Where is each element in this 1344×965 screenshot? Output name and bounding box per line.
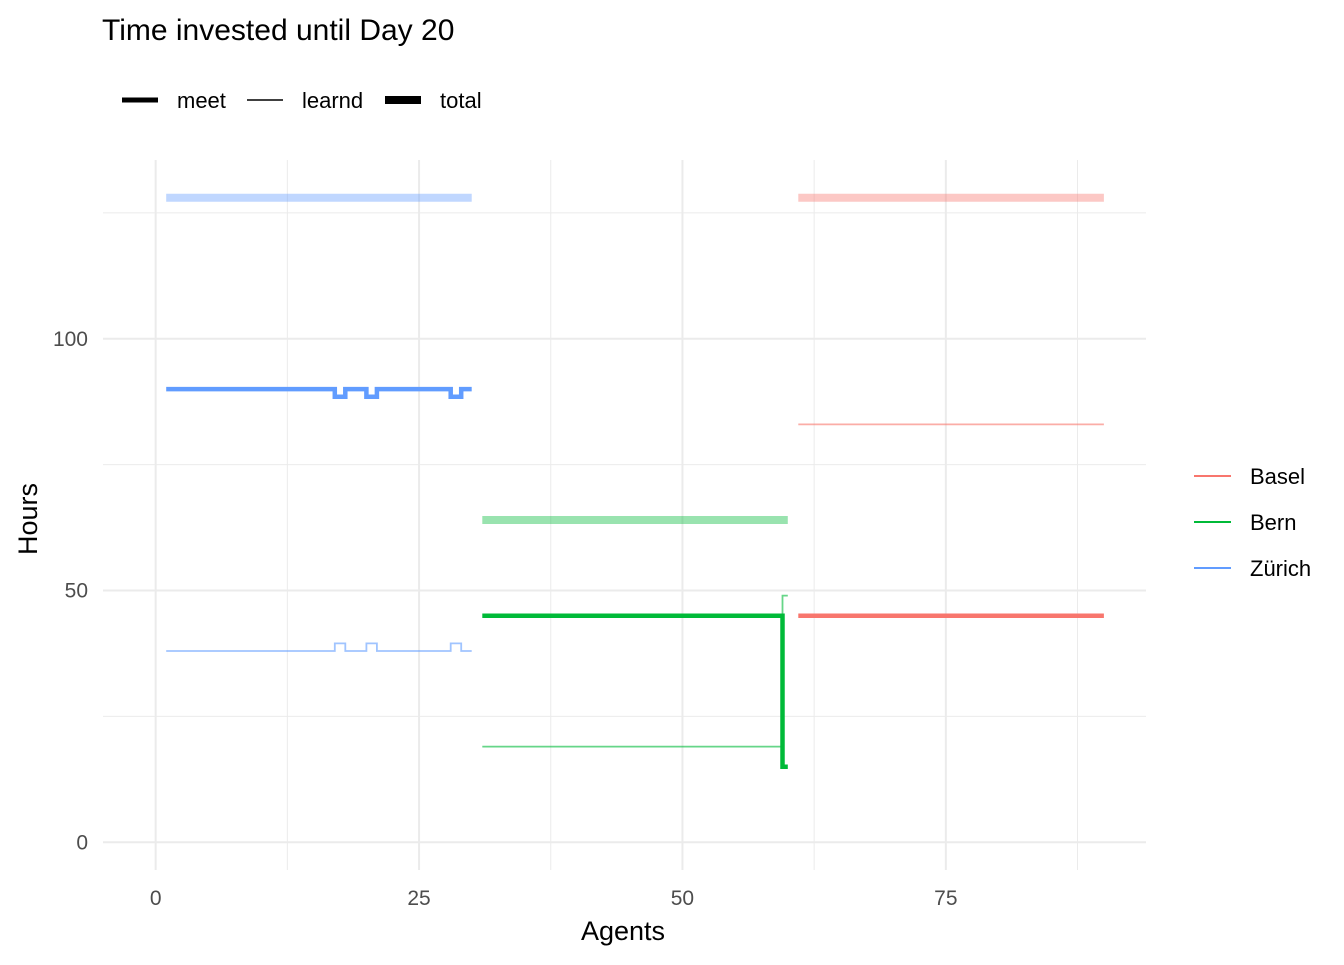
linetype-legend: meet learnd total bbox=[122, 88, 482, 113]
color-legend: Basel Bern Zürich bbox=[1194, 464, 1311, 581]
series-line-bern-meet bbox=[482, 613, 788, 770]
color-legend-item: Basel bbox=[1194, 464, 1305, 489]
x-axis-label: Agents bbox=[581, 916, 665, 946]
linetype-legend-item: learnd bbox=[247, 88, 363, 113]
color-legend-label: Zürich bbox=[1250, 556, 1311, 581]
series-line-zrich-learnd bbox=[166, 642, 472, 652]
linetype-legend-label: meet bbox=[177, 88, 226, 113]
x-tick-label: 0 bbox=[150, 887, 162, 910]
y-tick-label: 0 bbox=[76, 831, 88, 854]
x-axis-ticks: 0 25 50 75 bbox=[150, 887, 958, 910]
color-legend-item: Bern bbox=[1194, 510, 1296, 535]
y-axis-ticks: 0 50 100 bbox=[53, 328, 88, 855]
y-axis-label: Hours bbox=[13, 483, 43, 555]
series-layer bbox=[166, 193, 1104, 770]
series-line-zrich-meet bbox=[166, 386, 472, 399]
y-tick-label: 100 bbox=[53, 328, 88, 351]
x-tick-label: 25 bbox=[407, 887, 430, 910]
y-tick-label: 50 bbox=[65, 580, 88, 603]
linetype-legend-label: total bbox=[440, 88, 482, 113]
grid-layer bbox=[103, 160, 1146, 870]
series-line-bern-learnd bbox=[482, 594, 788, 748]
linetype-legend-label: learnd bbox=[302, 88, 363, 113]
color-legend-label: Basel bbox=[1250, 464, 1305, 489]
linetype-legend-item: meet bbox=[122, 88, 226, 113]
x-tick-label: 75 bbox=[934, 887, 957, 910]
linetype-legend-item: total bbox=[385, 88, 482, 113]
color-legend-item: Zürich bbox=[1194, 556, 1311, 581]
x-tick-label: 50 bbox=[671, 887, 694, 910]
chart-title: Time invested until Day 20 bbox=[102, 14, 454, 47]
color-legend-label: Bern bbox=[1250, 510, 1296, 535]
